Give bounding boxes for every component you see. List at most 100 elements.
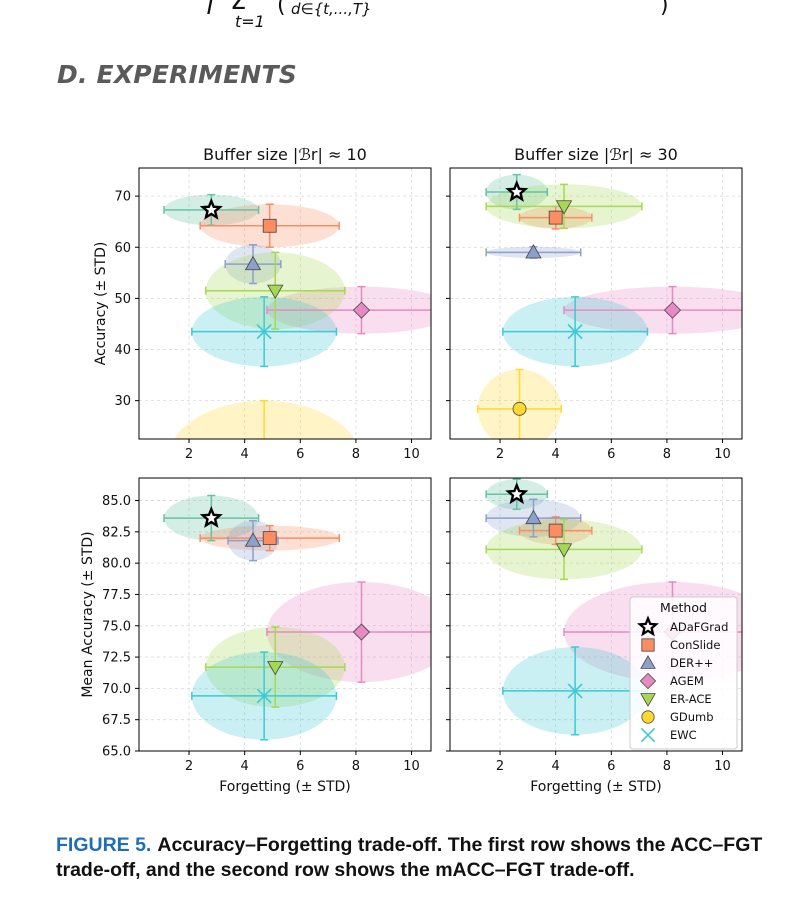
x-tick-label: 10 [714,447,731,462]
section-heading: D. EXPERIMENTS [57,60,297,89]
x-tick-label: 2 [185,759,193,774]
legend-marker-agem [639,672,657,690]
svg-text:(: ( [277,0,286,18]
y-tick-label: 40 [114,343,131,358]
figure-caption: FIGURE 5. Accuracy–Forgetting trade-off. … [56,833,796,883]
legend: Method ADaFGrad ConSlide DER++ AGEM ER-ACE GDu… [629,596,738,750]
y-tick-label: 85.0 [102,494,131,509]
marker-adafgrad [199,197,223,220]
chart-panel-2: 2 4 6 8 10 Buffer size |ℬr| ≈ 30 [446,145,743,462]
figure-caption-label: FIGURE 5. [56,834,152,856]
x-tick-label: 6 [607,759,615,774]
marker-conslide [262,218,277,233]
marker-er-ace [267,661,284,676]
legend-label-ewc: EWC [670,728,697,742]
marker-gdumb [258,456,271,469]
x-tick-label: 4 [552,759,560,774]
legend-marker-er-ace [640,693,656,707]
marker-agem [352,623,371,641]
y-tick-label: 77.5 [102,588,131,603]
x-tick-label: 4 [241,759,249,774]
svg-text:d∈{t,...,T}: d∈{t,...,T} [291,0,372,18]
y-tick-label: 70.0 [102,682,131,697]
y-tick-label: 65.0 [102,745,131,760]
x-tick-label: 6 [296,759,304,774]
marker-agem [352,301,371,319]
plot-area [163,193,431,469]
plot-frame [449,167,743,440]
y-tick-label: 75.0 [102,619,131,634]
plot-frame [138,477,432,752]
legend-label-adafgrad: ADaFGrad [670,620,728,634]
marker-ewc [256,688,272,704]
x-tick-label: 8 [352,759,360,774]
plot-area [477,173,742,439]
marker-ewc [567,683,583,699]
y-axis-label: Mean Accuracy (± STD) [80,531,96,697]
x-tick-label: 10 [714,759,731,774]
x-tick-label: 2 [496,759,504,774]
legend-label-gdumb: GDumb [670,710,714,724]
y-tick-label: 80.0 [102,557,131,572]
x-tick-label: 4 [552,447,560,462]
x-tick-label: 6 [296,447,304,462]
y-tick-label: 82.5 [102,525,131,540]
x-tick-label: 8 [352,447,360,462]
x-tick-label: 10 [403,759,420,774]
marker-er-ace [555,200,573,215]
y-axis-label: Accuracy (± STD) [93,242,109,366]
legend-label-der: DER++ [670,656,713,670]
svg-text:T: T [203,0,220,20]
legend-label-er-ace: ER-ACE [670,692,712,706]
marker-der [244,255,262,271]
legend-label-agem: AGEM [670,674,704,688]
plot-frame [138,167,432,440]
legend-marker-gdumb [641,710,655,724]
marker-adafgrad [505,482,529,505]
y-tick-label: 30 [114,394,131,409]
x-tick-label: 6 [607,447,615,462]
x-tick-label: 10 [403,447,420,462]
marker-conslide [548,523,563,538]
y-tick-label: 67.5 [102,713,131,728]
marker-conslide [548,210,563,225]
y-tick-label: 50 [114,292,131,307]
marker-der [525,244,542,259]
y-tick-label: 70 [114,190,131,205]
svg-text:): ) [660,0,669,18]
figure-5-chart: 2 4 6 8 10 30 40 50 60 70 Buffer size |ℬr| ≈ 10 Acc… [80,145,743,795]
marker-der [244,532,262,547]
x-tick-label: 2 [185,447,193,462]
marker-agem [663,301,682,319]
plot-frame [449,477,743,752]
x-tick-label: 2 [496,447,504,462]
legend-marker-adafgrad [636,615,660,637]
y-tick-label: 60 [114,241,131,256]
svg-text:Σ: Σ [230,0,246,16]
x-tick-label: 4 [241,447,249,462]
legend-title: Method [660,600,707,615]
x-tick-label: 8 [663,447,671,462]
legend-marker-conslide [641,638,655,652]
panel-title: Buffer size |ℬr| ≈ 30 [514,145,678,164]
chart-panel-3: 2 4 6 8 10 65.0 67.5 70.0 72.5 75.0 77.5 80.0 82.5 85… [80,477,432,795]
svg-text:t=1: t=1 [235,12,265,31]
x-axis-label: Forgetting (± STD) [530,779,662,795]
marker-er-ace [555,543,573,558]
marker-adafgrad [505,179,529,202]
figure-caption-text: Accuracy–Forgetting trade-off. The first… [56,834,763,881]
chart-panel-1: 2 4 6 8 10 30 40 50 60 70 Buffer size |ℬr| ≈ 10 Acc… [93,145,432,469]
plot-area [163,494,431,741]
x-tick-label: 8 [663,759,671,774]
legend-marker-ewc [640,727,656,743]
marker-ewc [256,324,272,340]
marker-conslide [262,531,277,546]
marker-der [525,509,542,525]
marker-er-ace [267,284,284,300]
x-axis-label: Forgetting (± STD) [219,779,351,795]
marker-ewc [567,324,583,340]
panel-title: Buffer size |ℬr| ≈ 10 [203,145,367,164]
legend-box [629,596,738,750]
legend-label-conslide: ConSlide [670,638,720,652]
marker-adafgrad [199,505,223,528]
